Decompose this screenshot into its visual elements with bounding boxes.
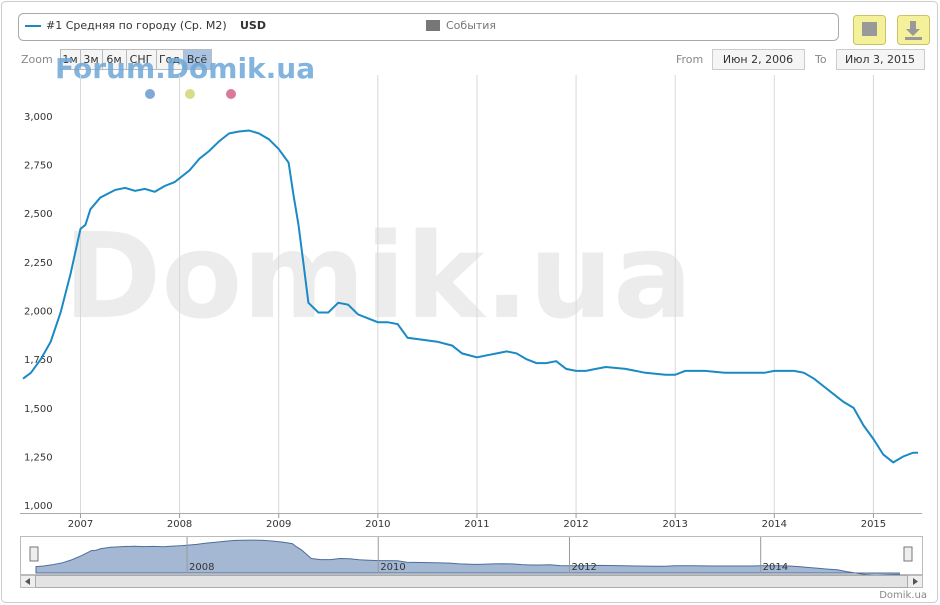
credit: Domik.ua <box>879 590 927 601</box>
scrollbar-thumb[interactable] <box>35 575 908 588</box>
y-tick-label: 2,250 <box>24 258 53 269</box>
range-button-label[interactable]: Всё <box>187 53 208 66</box>
x-tick-label: 2014 <box>762 519 787 530</box>
x-tick-label: 2009 <box>266 519 291 530</box>
dot <box>145 89 155 99</box>
to-input[interactable] <box>836 49 925 70</box>
navigator-tick-label: 2012 <box>571 562 596 573</box>
print-icon <box>862 22 877 36</box>
y-tick-label: 1,250 <box>24 452 53 463</box>
range-button-label[interactable]: Год <box>159 53 180 66</box>
forum-watermark: Forum.Domik.ua <box>55 52 315 85</box>
navigator-tick-label: 2008 <box>189 562 214 573</box>
range-button-label[interactable]: 6м <box>106 53 121 66</box>
range-button-label[interactable]: 3м <box>83 53 98 66</box>
x-tick-label: 2015 <box>861 519 886 530</box>
events-legend[interactable]: События <box>446 19 496 32</box>
y-tick-label: 1,000 <box>24 501 53 512</box>
x-tick-label: 2013 <box>662 519 687 530</box>
navigator-tick-label: 2014 <box>763 562 788 573</box>
from-input[interactable] <box>712 49 805 70</box>
scroll-arrow-right <box>913 578 918 585</box>
y-tick-label: 2,000 <box>24 306 53 317</box>
x-tick-label: 2007 <box>68 519 93 530</box>
y-tick-label: 1,500 <box>24 404 53 415</box>
to-date[interactable]: Июл 3, 2015 <box>845 53 915 66</box>
dot <box>185 89 195 99</box>
scroll-arrow-left <box>25 578 30 585</box>
navigator-handle[interactable] <box>29 546 39 562</box>
x-tick-label: 2010 <box>365 519 390 530</box>
navigator-tick-label: 2010 <box>380 562 405 573</box>
zoom-label: Zoom <box>21 53 53 66</box>
x-tick-label: 2011 <box>464 519 489 530</box>
x-tick-label: 2012 <box>563 519 588 530</box>
range-button-label[interactable]: 1м <box>62 53 77 66</box>
legend-series[interactable]: #1 Средняя по городу (Ср. М2) <box>46 19 227 32</box>
from-label: From <box>676 53 703 66</box>
navigator-area <box>35 539 900 577</box>
download-icon <box>905 21 922 40</box>
dot <box>226 89 236 99</box>
to-label: To <box>814 53 827 66</box>
x-tick-label: 2008 <box>167 519 192 530</box>
navigator-handle[interactable] <box>903 546 913 562</box>
y-tick-label: 3,000 <box>24 112 53 123</box>
y-tick-label: 2,750 <box>24 160 53 171</box>
y-tick-label: 1,750 <box>24 355 53 366</box>
from-date[interactable]: Июн 2, 2006 <box>723 53 793 66</box>
y-tick-label: 2,500 <box>24 209 53 220</box>
legend-currency: USD <box>240 19 266 32</box>
series-line <box>22 129 918 464</box>
events-swatch <box>426 20 440 31</box>
range-button[interactable] <box>183 49 212 70</box>
range-button-label[interactable]: СНГ <box>130 53 153 66</box>
